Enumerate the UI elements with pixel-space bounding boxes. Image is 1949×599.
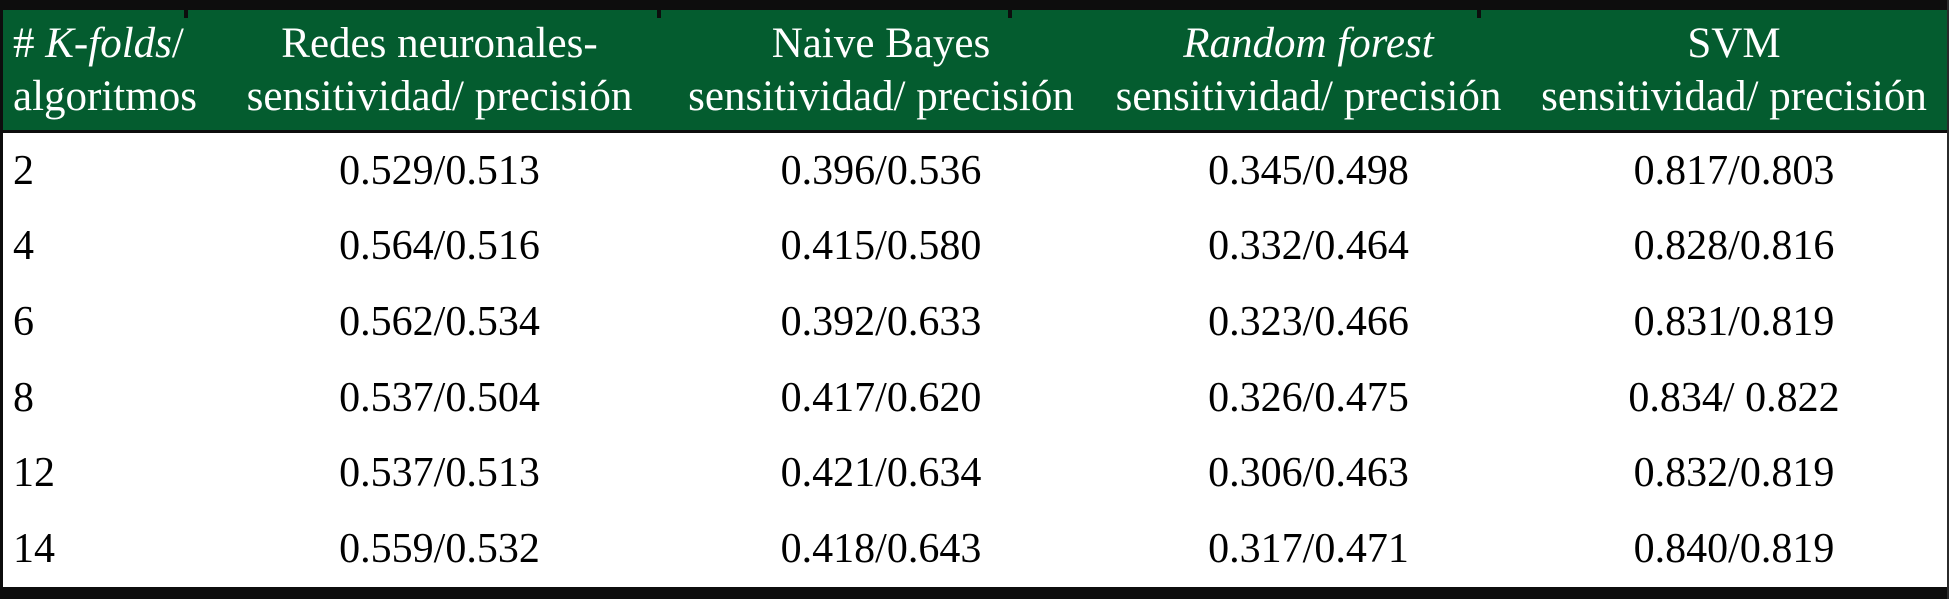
cell-redes-neuronales: 0.537/0.513 bbox=[339, 450, 540, 497]
header-redes-neuronales: Redes neuronales- sensitividad/ precisió… bbox=[213, 10, 666, 130]
header-random-line2: sensitividad/ precisión bbox=[1115, 73, 1502, 120]
cell-naive-bayes: 0.392/0.633 bbox=[780, 299, 982, 346]
header-redes-line1: Redes neuronales- bbox=[281, 19, 598, 67]
cell-random-forest: 0.306/0.463 bbox=[1208, 450, 1409, 497]
cell-random-forest: 0.323/0.466 bbox=[1208, 299, 1409, 346]
cell-kfolds: 6 bbox=[13, 299, 34, 346]
cell-kfolds: 2 bbox=[13, 147, 34, 194]
header-svm-line2: sensitividad/ precisión bbox=[1541, 73, 1927, 120]
table-row: 4 0.564/0.516 0.415/0.580 0.332/0.464 0.… bbox=[3, 209, 1947, 285]
table-row: 8 0.537/0.504 0.417/0.620 0.326/0.475 0.… bbox=[3, 360, 1947, 436]
header-redes-line2: sensitividad/ precisión bbox=[246, 73, 633, 120]
table-row: 2 0.529/0.513 0.396/0.536 0.345/0.498 0.… bbox=[3, 133, 1947, 209]
cell-svm: 0.834/ 0.822 bbox=[1628, 374, 1840, 421]
header-svm-line1: SVM bbox=[1687, 19, 1781, 67]
cell-redes-neuronales: 0.537/0.504 bbox=[339, 374, 540, 421]
table-row: 14 0.559/0.532 0.418/0.643 0.317/0.471 0… bbox=[3, 511, 1947, 587]
table-top-border bbox=[3, 0, 1947, 10]
cell-redes-neuronales: 0.562/0.534 bbox=[339, 299, 540, 346]
cell-redes-neuronales: 0.564/0.516 bbox=[339, 223, 540, 270]
cell-kfolds: 4 bbox=[13, 223, 34, 270]
column-divider-tick bbox=[657, 10, 661, 18]
header-kfolds-line2: algoritmos bbox=[13, 73, 197, 120]
header-naive-line1: Naive Bayes bbox=[771, 19, 991, 67]
cell-random-forest: 0.345/0.498 bbox=[1208, 147, 1409, 194]
header-kfolds-algoritmos: # K-folds/ algoritmos bbox=[3, 10, 213, 130]
cell-random-forest: 0.317/0.471 bbox=[1208, 526, 1409, 573]
cell-svm: 0.832/0.819 bbox=[1633, 450, 1835, 497]
cell-naive-bayes: 0.418/0.643 bbox=[780, 526, 982, 573]
header-kfolds-line1: # K-folds/ bbox=[13, 19, 184, 67]
cell-svm: 0.828/0.816 bbox=[1633, 223, 1835, 270]
column-divider-tick bbox=[184, 10, 188, 18]
column-divider-tick bbox=[1477, 10, 1481, 18]
cell-naive-bayes: 0.421/0.634 bbox=[780, 450, 982, 497]
table-bottom-border bbox=[3, 587, 1947, 599]
table-row: 12 0.537/0.513 0.421/0.634 0.306/0.463 0… bbox=[3, 436, 1947, 512]
table-body: 2 0.529/0.513 0.396/0.536 0.345/0.498 0.… bbox=[3, 133, 1947, 587]
cell-naive-bayes: 0.415/0.580 bbox=[780, 223, 982, 270]
cell-random-forest: 0.332/0.464 bbox=[1208, 223, 1409, 270]
cell-naive-bayes: 0.396/0.536 bbox=[780, 147, 982, 194]
header-random-forest: Random forest sensitividad/ precisión bbox=[1096, 10, 1521, 130]
table-header-row: # K-folds/ algoritmos Redes neuronales- … bbox=[3, 10, 1947, 133]
cell-redes-neuronales: 0.559/0.532 bbox=[339, 526, 540, 573]
cell-svm: 0.831/0.819 bbox=[1633, 299, 1835, 346]
header-naive-bayes: Naive Bayes sensitividad/ precisión bbox=[666, 10, 1096, 130]
header-naive-line2: sensitividad/ precisión bbox=[688, 73, 1074, 120]
table-row: 6 0.562/0.534 0.392/0.633 0.323/0.466 0.… bbox=[3, 284, 1947, 360]
column-divider-tick bbox=[1008, 10, 1012, 18]
cell-kfolds: 8 bbox=[13, 374, 34, 421]
cell-random-forest: 0.326/0.475 bbox=[1208, 374, 1409, 421]
cell-kfolds: 12 bbox=[13, 450, 55, 497]
cell-naive-bayes: 0.417/0.620 bbox=[780, 374, 982, 421]
header-random-line1: Random forest bbox=[1183, 19, 1434, 67]
cell-svm: 0.840/0.819 bbox=[1633, 526, 1835, 573]
cell-redes-neuronales: 0.529/0.513 bbox=[339, 147, 540, 194]
header-svm: SVM sensitividad/ precisión bbox=[1521, 10, 1947, 130]
cell-svm: 0.817/0.803 bbox=[1633, 147, 1835, 194]
cell-kfolds: 14 bbox=[13, 526, 55, 573]
